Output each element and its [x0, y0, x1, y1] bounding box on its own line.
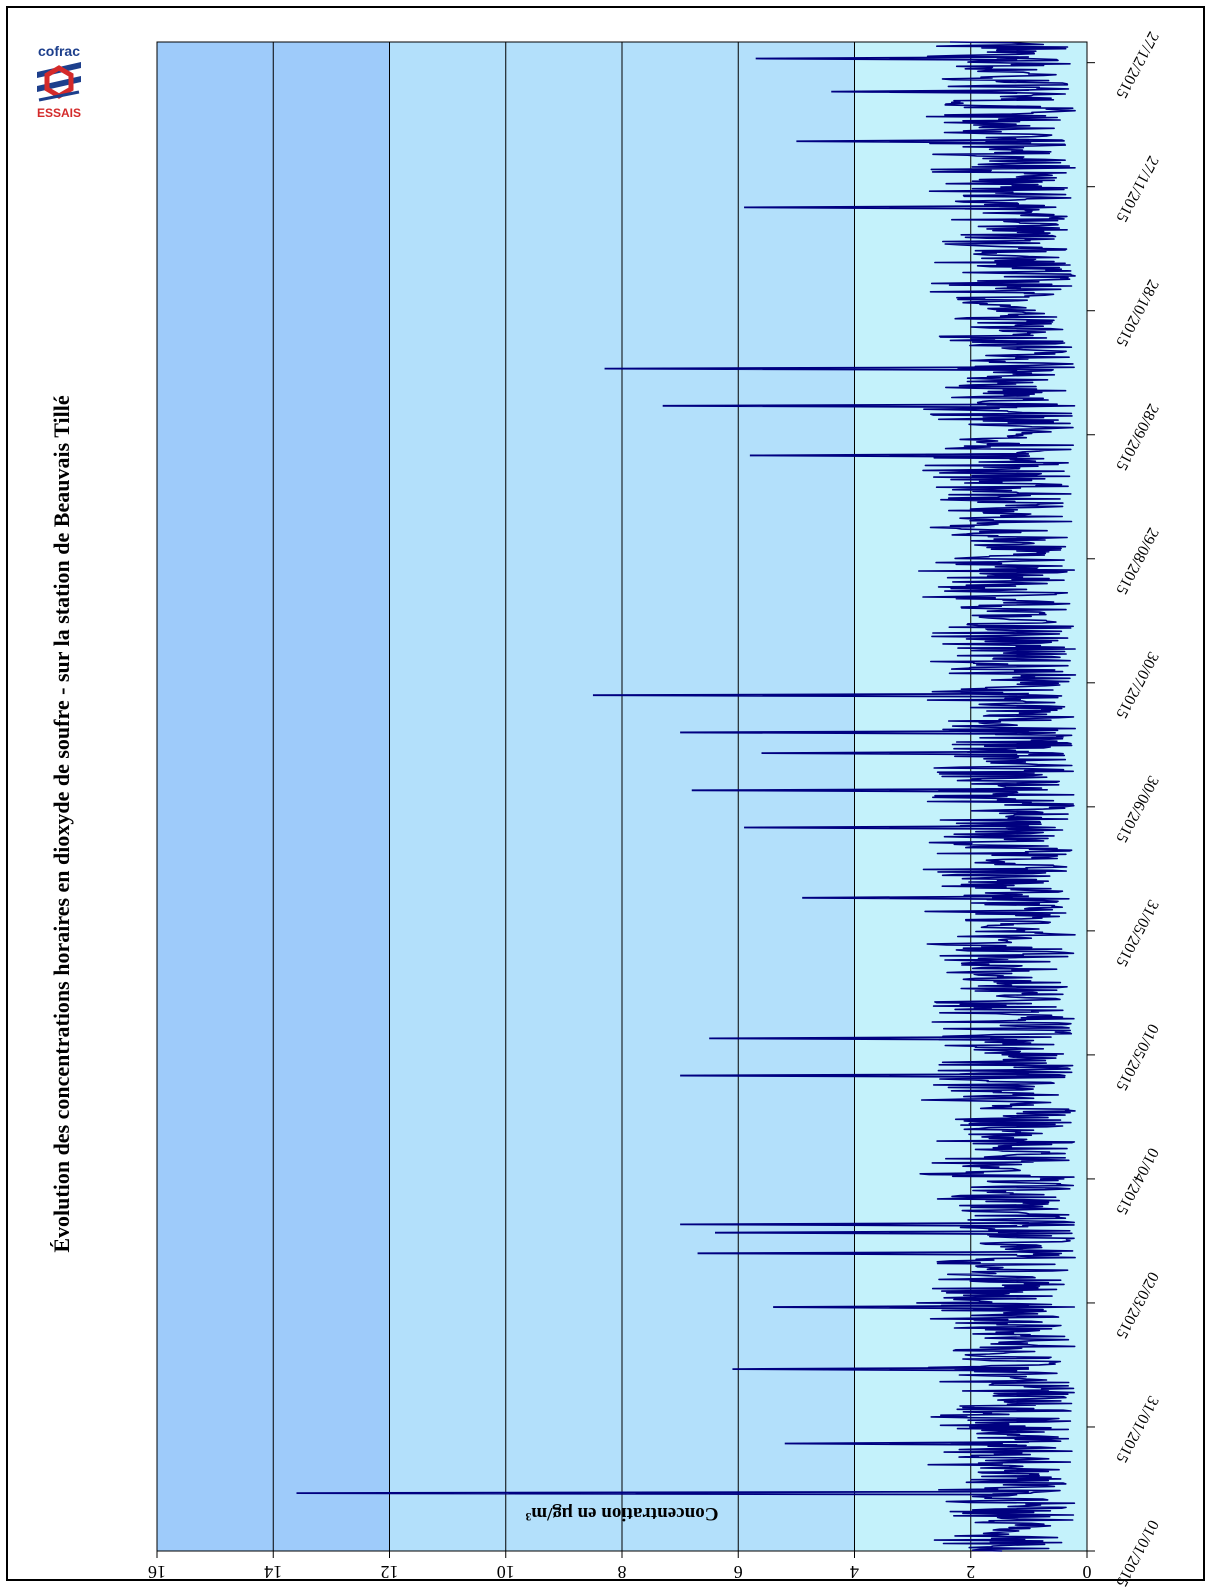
x-tick-label-1: 31/01/2015: [1112, 1393, 1161, 1465]
peak-point-3: [773, 1304, 1029, 1310]
peak-point-4: [697, 1250, 1029, 1256]
y-tick-label-12: 12: [381, 1562, 399, 1582]
x-tick-label-3: 01/04/2015: [1112, 1145, 1161, 1217]
chart-frame: [6, 6, 1205, 1581]
peak-point-16: [662, 403, 1029, 409]
peak-point-18: [744, 204, 1029, 210]
x-tick-label-12: 27/12/2015: [1112, 29, 1161, 101]
peak-point-19: [796, 138, 1029, 144]
peak-point-2: [732, 1366, 1029, 1372]
svg-text:cofrac: cofrac: [38, 43, 80, 59]
peak-point-12: [761, 750, 1029, 756]
peak-point-17: [604, 366, 1029, 372]
x-tick-label-5: 31/05/2015: [1112, 897, 1161, 969]
peak-point-5: [680, 1221, 1029, 1227]
y-tick-label-0: 0: [1083, 1562, 1092, 1582]
x-tick-label-7: 30/07/2015: [1112, 649, 1161, 721]
peak-point-13: [680, 730, 1029, 735]
peak-point-20: [831, 89, 1029, 95]
x-tick-label-0: 01/01/2015: [1112, 1517, 1161, 1589]
y-axis-label: Concentration en µg/m³: [525, 1503, 718, 1524]
y-tick-label-6: 6: [734, 1562, 743, 1582]
x-tick-label-10: 28/10/2015: [1112, 277, 1161, 349]
y-tick-label-2: 2: [966, 1562, 975, 1582]
peak-point-21: [755, 56, 1029, 61]
y-tick-label-14: 14: [264, 1562, 282, 1582]
peak-point-15: [749, 453, 1029, 458]
y-tick-label-16: 16: [148, 1562, 166, 1582]
peak-point-14: [592, 692, 1029, 698]
y-tick-label-4: 4: [850, 1562, 859, 1582]
peak-point-11: [691, 787, 1029, 793]
peak-point-9: [802, 895, 1029, 901]
y-tick-label-8: 8: [618, 1562, 627, 1582]
peak-point-7: [680, 1073, 1029, 1078]
svg-text:ESSAIS: ESSAIS: [37, 106, 81, 120]
peak-point-8: [709, 1035, 1029, 1041]
peak-point-0: [296, 1490, 1029, 1496]
x-tick-label-11: 27/11/2015: [1112, 153, 1161, 225]
y-tick-label-10: 10: [497, 1562, 515, 1582]
cofrac-essais-logo: cofrac ESSAIS: [37, 43, 81, 120]
x-tick-label-8: 29/08/2015: [1112, 525, 1161, 597]
x-tick-label-9: 28/09/2015: [1112, 401, 1161, 473]
x-tick-label-2: 02/03/2015: [1112, 1269, 1161, 1341]
series-line-so2-hourly: [916, 41, 1077, 1552]
peak-point-10: [744, 825, 1029, 830]
x-tick-label-4: 01/05/2015: [1112, 1021, 1161, 1093]
peak-point-6: [714, 1230, 1029, 1236]
x-tick-label-6: 30/06/2015: [1112, 773, 1161, 845]
peak-point-1: [784, 1441, 1029, 1446]
